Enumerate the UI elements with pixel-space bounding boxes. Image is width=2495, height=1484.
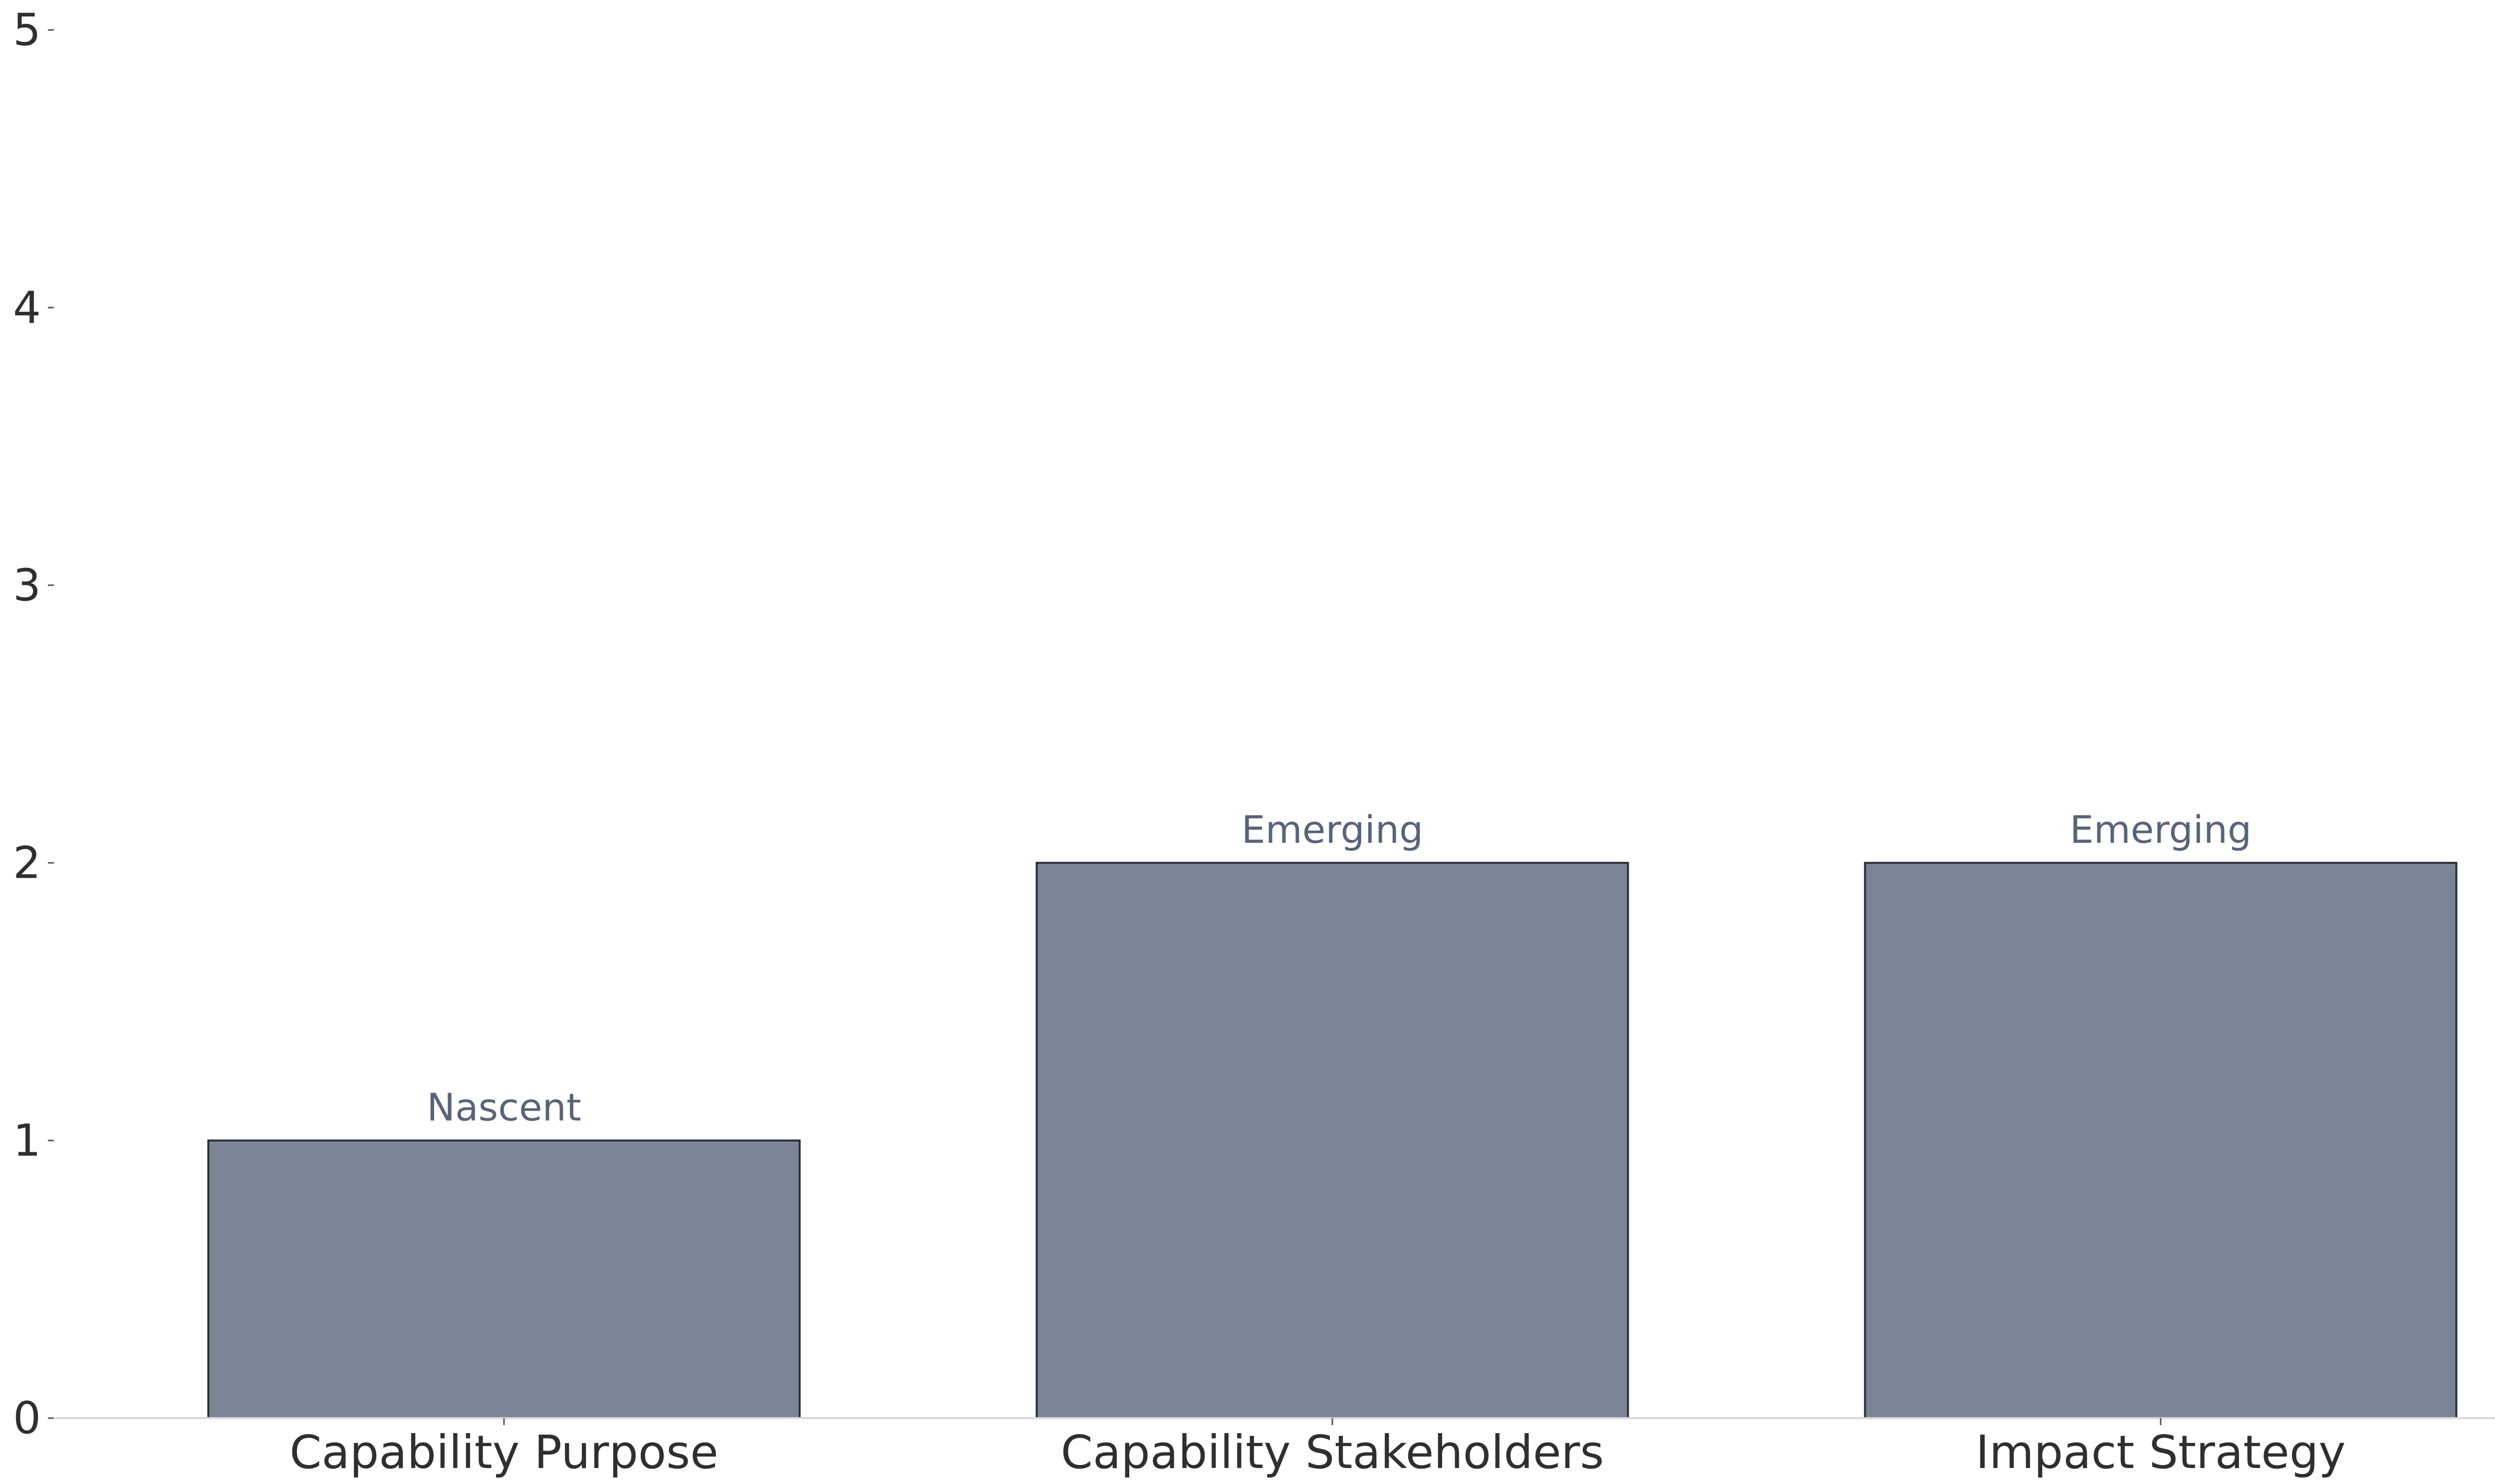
x-tick-label: Capability Purpose [289,1426,718,1479]
bar-value-label: Nascent [427,1085,581,1130]
bar [1035,862,1629,1419]
y-tick-label: 3 [13,559,41,611]
x-axis: Capability Purpose Capability Stakeholder… [289,1418,2346,1479]
bar [207,1139,801,1420]
y-tick-label: 5 [13,4,41,56]
y-tick-label: 4 [13,282,41,333]
bar-value-label: Emerging [2070,807,2252,852]
bar [1864,862,2458,1419]
bars-group: Nascent Emerging Emerging [207,807,2458,1420]
bar-value-label: Emerging [1242,807,1424,852]
y-tick-label: 2 [13,837,41,889]
x-tick-label: Capability Stakeholders [1061,1426,1604,1479]
y-tick-label: 0 [13,1393,41,1444]
y-tick-label: 1 [13,1115,41,1166]
x-tick-label: Impact Strategy [1976,1426,2346,1479]
y-axis: 0 1 2 3 4 5 [13,4,54,1444]
